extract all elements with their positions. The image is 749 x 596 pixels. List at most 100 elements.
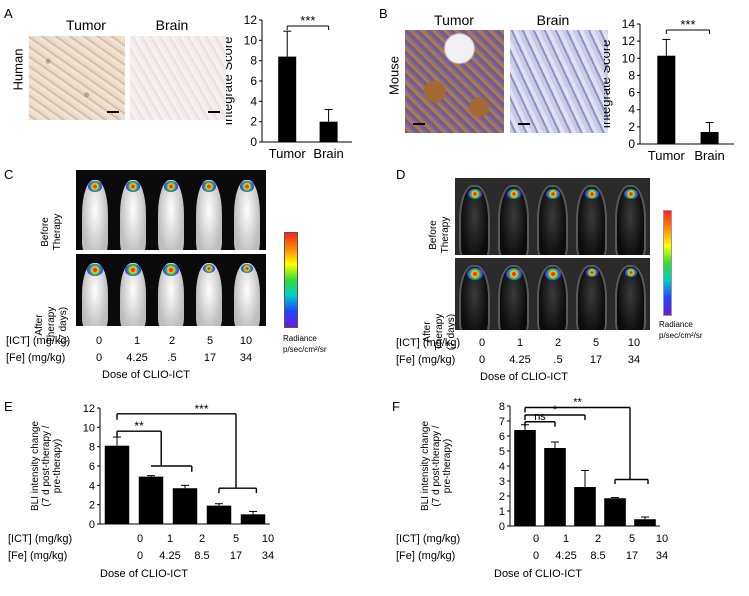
chart-b-y-tick-label: 12 — [622, 34, 636, 48]
dose-value: 17 — [203, 352, 217, 364]
chart-a-y-tick-label: 4 — [250, 94, 257, 108]
chart-e-y-tick-label: 4 — [89, 480, 95, 492]
dose-value: 0 — [478, 337, 486, 349]
dose-value: 4.25 — [509, 354, 531, 366]
mouse-body — [196, 262, 222, 326]
dose-value: 2 — [554, 337, 562, 349]
chart-a-bar-brain — [319, 121, 338, 142]
image-label-brain-b: Brain — [536, 12, 570, 28]
image-label-tumor-a: Tumor — [66, 17, 106, 33]
row-label-human: Human — [10, 48, 26, 91]
dose-value: 34 — [655, 550, 669, 562]
bli-signal — [203, 264, 215, 274]
dose-value: 10 — [261, 533, 275, 545]
chart-f-y-tick-label: 8 — [499, 401, 505, 413]
dose-table-f: [ICT] (mg/kg) 0 1 2 5 10 [Fe] (mg/kg) 0 4.25 8.5 1… — [396, 532, 696, 596]
bli-signal — [241, 264, 253, 274]
dose-value: 17 — [589, 354, 603, 366]
micrograph-human-brain — [130, 36, 226, 120]
row-label-after-c: After Therapy (7 days) — [34, 255, 69, 344]
chart-f-y-tick-label: 0 — [499, 521, 505, 532]
dose-caption: Dose of CLIO-ICT — [480, 371, 569, 383]
panel-label-b: B — [379, 6, 388, 21]
dose-value: 0 — [478, 354, 486, 366]
chart-f-sig-label: ns — [534, 411, 546, 423]
bli-image-before-c — [76, 170, 266, 250]
dose-value: 10 — [655, 533, 669, 545]
row-label-before-d: Before Therapy — [428, 178, 451, 254]
chart-e-bar-dose-10 — [240, 514, 266, 524]
row-label-before-c: Before Therapy — [40, 175, 63, 251]
bli-image-after-c — [76, 254, 266, 326]
dose-value: 5 — [628, 533, 636, 545]
chart-e-sig-label: ** — [134, 419, 144, 433]
chart-f-bar-dose-5 — [604, 498, 626, 526]
chart-e-y-tick-label: 10 — [83, 422, 95, 434]
dose-value: 10 — [239, 335, 253, 347]
chart-a-y-tick-label: 2 — [250, 115, 257, 129]
mouse-body — [234, 262, 260, 326]
dose-value: 2 — [168, 335, 176, 347]
micrograph-mouse-tumor — [405, 30, 504, 133]
panel-label-c: C — [4, 167, 14, 182]
dose-value: 0 — [532, 550, 540, 562]
dose-row-label: [ICT] (mg/kg) — [396, 337, 461, 349]
scale-bar — [518, 123, 530, 125]
dose-value: 0 — [95, 352, 103, 364]
bli-signal — [125, 264, 141, 277]
dose-table-e: [ICT] (mg/kg) 0 1 2 5 10 [Fe] (mg/kg) 0 4.25 8.5 1… — [8, 532, 298, 596]
dose-value: 8.5 — [590, 550, 606, 562]
dose-value: 0 — [95, 335, 103, 347]
bli-signal — [544, 268, 561, 281]
dose-value: 1 — [516, 337, 524, 349]
radiance-title-c: Radiance p/sec/cm²/sr — [283, 334, 327, 354]
bli-signal — [506, 188, 521, 200]
dose-value: .5 — [167, 352, 177, 364]
chart-f-y-tick-label: 7 — [499, 416, 505, 428]
radiance-title-d: Radiance p/sec/cm²/sr — [659, 320, 703, 340]
dose-row-label: [ICT] (mg/kg) — [8, 533, 73, 545]
bli-signal — [545, 188, 560, 200]
chart-e-y-tick-label: 6 — [89, 461, 95, 473]
dose-row-label: [Fe] (mg/kg) — [8, 550, 68, 562]
bli-signal — [126, 181, 140, 192]
dose-value: 34 — [239, 352, 253, 364]
chart-b-x-tick-label: Tumor — [648, 148, 686, 163]
dose-row-label: [Fe] (mg/kg) — [396, 550, 456, 562]
scale-bar — [107, 111, 119, 113]
dose-table-d: [ICT] (mg/kg) 0 1 2 5 10 [Fe] (mg/kg) 0 4.25 .5 17… — [392, 336, 692, 386]
chart-f-sig-label: * — [553, 404, 558, 416]
chart-a-y-tick-label: 0 — [250, 135, 257, 149]
chart-a-y-tick-label: 8 — [250, 54, 257, 68]
dose-value: 0 — [136, 550, 144, 562]
dose-caption: Dose of CLIO-ICT — [100, 568, 189, 580]
image-label-brain-a: Brain — [155, 17, 189, 33]
image-label-tumor-b: Tumor — [434, 12, 474, 28]
chart-b-y-axis-label: Integrate Score — [604, 40, 613, 129]
panel-label-a: A — [4, 6, 13, 21]
scale-bar — [413, 123, 425, 125]
dose-value: 4.25 — [159, 550, 181, 562]
chart-a-y-tick-label: 6 — [250, 74, 257, 88]
micrograph-human-tumor — [29, 36, 125, 120]
dose-value: 17 — [625, 550, 639, 562]
row-label-after-d: After Therapy (7 days) — [422, 262, 457, 351]
bli-signal — [163, 264, 179, 277]
bli-signal — [505, 268, 522, 281]
chart-b: 0 2 4 6 8 10 12 14 Tumor Brain *** Integrate Score — [604, 17, 734, 163]
dose-value: 4.25 — [555, 550, 577, 562]
dose-value: 5 — [232, 533, 240, 545]
chart-b-bar-tumor — [657, 55, 676, 144]
bli-signal — [584, 188, 599, 200]
chart-e-y-axis-label: (7 d post-therapy / — [41, 425, 52, 506]
chart-f-y-tick-label: 2 — [499, 491, 505, 503]
row-label-mouse: Mouse — [386, 55, 402, 96]
chart-b-y-tick-label: 14 — [622, 17, 636, 31]
dose-value: 5 — [206, 335, 214, 347]
bli-image-before-d — [455, 178, 650, 255]
chart-f: 0 1 2 3 4 5 6 7 8 BLI intensity change (7 d post-t… — [420, 397, 660, 532]
chart-f-y-tick-label: 4 — [499, 461, 505, 473]
dose-row-label: [ICT] (mg/kg) — [6, 335, 71, 347]
chart-a-x-tick-label: Brain — [313, 146, 343, 161]
radiance-colorbar-c — [284, 232, 298, 328]
